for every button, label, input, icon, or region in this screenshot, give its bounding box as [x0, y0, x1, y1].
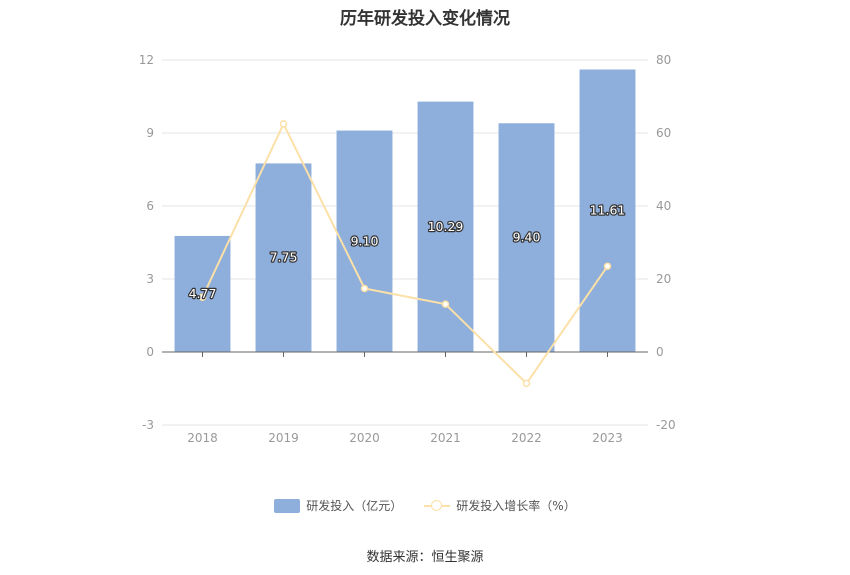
bar	[336, 130, 393, 352]
x-tick-label: 2021	[430, 431, 461, 445]
bar-value-label: 4.77	[189, 286, 217, 301]
x-tick-label: 2019	[268, 431, 299, 445]
bar	[498, 123, 555, 353]
x-tick-label: 2020	[349, 431, 380, 445]
chart-title: 历年研发投入变化情况	[340, 9, 510, 29]
bar-value-label: 7.75	[270, 250, 298, 265]
left-axis-ticks: -3 0 3 6 9 12	[139, 53, 154, 432]
bar-value-label: 9.10	[351, 233, 379, 248]
left-tick-label: 9	[146, 126, 154, 140]
x-tick-label: 2022	[511, 431, 542, 445]
left-tick-label: 3	[146, 272, 154, 286]
right-tick-label: -20	[656, 418, 676, 432]
bar-value-label: 10.29	[428, 219, 464, 234]
left-tick-label: 12	[139, 53, 154, 67]
left-tick-label: 6	[146, 199, 154, 213]
bar	[417, 101, 474, 352]
source-note: 数据来源：恒生聚源	[366, 550, 484, 565]
right-tick-label: 20	[656, 272, 671, 286]
bar	[255, 163, 312, 352]
right-tick-label: 80	[656, 53, 671, 67]
growth-point	[441, 300, 450, 308]
left-tick-label: -3	[142, 418, 154, 432]
legend-bar-label: 研发投入（亿元）	[306, 499, 403, 513]
bar-series	[174, 69, 636, 353]
right-tick-label: 0	[656, 345, 664, 359]
legend-line-swatch	[424, 499, 451, 513]
legend-bar-swatch	[274, 498, 301, 513]
legend-item-bar[interactable]: 研发投入（亿元）	[274, 497, 402, 514]
bar-value-label: 9.40	[513, 230, 541, 245]
legend: 研发投入（亿元） 研发投入增长率（%）	[0, 497, 850, 514]
legend-item-line[interactable]: 研发投入增长率（%）	[424, 497, 576, 514]
right-axis-ticks: -20 0 20 40 60 80	[656, 53, 676, 432]
bar-value-label: 11.61	[590, 203, 626, 218]
line-series	[198, 120, 612, 388]
right-tick-label: 60	[656, 126, 671, 140]
growth-line	[201, 121, 609, 385]
legend-line-label: 研发投入增长率（%）	[456, 499, 576, 513]
growth-point	[279, 120, 288, 128]
growth-point	[603, 262, 612, 270]
right-tick-label: 40	[656, 199, 671, 213]
growth-point	[522, 379, 531, 388]
growth-point	[360, 284, 369, 293]
x-tick-label: 2018	[187, 431, 218, 445]
growth-point	[198, 293, 207, 301]
grid-lines	[162, 59, 648, 426]
data-labels: 4.77 7.75 9.10 10.29 9.40 11.61	[187, 202, 626, 303]
left-tick-label: 0	[146, 345, 154, 359]
x-axis-ticks: 2018 2019 2020 2021 2022 2023	[187, 352, 623, 445]
x-tick-label: 2023	[592, 431, 623, 445]
bar	[579, 69, 636, 353]
